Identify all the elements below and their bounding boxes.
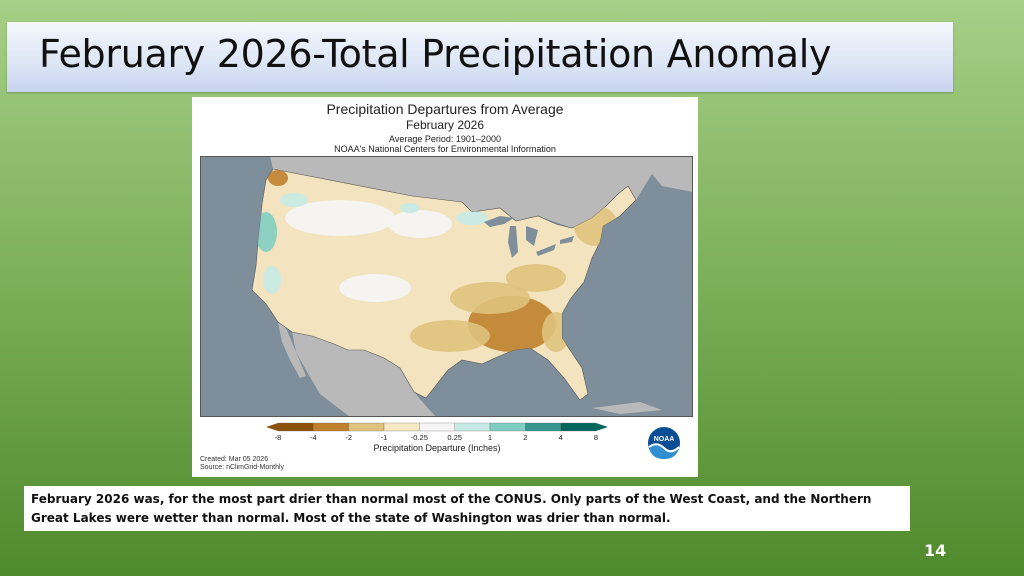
lake-huron [526,226,538,246]
slide-caption: February 2026 was, for the most part dri… [24,486,910,531]
legend-title: Precipitation Departure (Inches) [373,443,500,453]
legend-tick-label: 1 [488,433,492,442]
baja-peninsula [278,322,306,378]
precipitation-legend: -8 -4 -2 -1 -0.25 0.25 1 2 4 8 Precipitation Depa… [266,422,608,453]
legend-tick-label: 4 [559,433,563,442]
legend-tick-label: -0.25 [411,433,428,442]
noaa-logo: NOAA [648,427,680,459]
map-agency: NOAA's National Centers for Environmenta… [334,144,556,154]
slide-title: February 2026-Total Precipitation Anomal… [39,32,832,76]
noaa-logo-text: NOAA [654,436,675,443]
legend-color-cell [419,422,455,432]
cuba-island [592,402,662,414]
legend-tick-label: -8 [275,433,282,442]
lake-michigan [508,226,518,258]
legend-tick-label: 0.25 [447,433,462,442]
legend-tick-label: -1 [381,433,388,442]
legend-color-cell [454,422,491,432]
legend-tick-label: 2 [523,433,527,442]
map-created-date: Created: Mar 05 2026 [200,456,269,463]
lake-erie [536,244,556,256]
conus-anomaly-map [200,156,693,417]
legend-tick-label: -2 [345,433,352,442]
legend-tick-label: 8 [594,433,598,442]
map-source: Source: nClimGrid-Monthly [200,464,285,471]
legend-color-cell [313,422,349,432]
legend-color-cell [348,422,385,432]
slide-page-number: 14 [924,541,947,560]
legend-color-cell [560,422,597,432]
mexico-land [292,332,436,417]
legend-color-bar [266,422,608,432]
lake-ontario [560,236,574,244]
legend-color-cell [489,422,526,432]
lake-superior [484,216,514,227]
legend-color-cell [277,422,314,432]
map-border [200,156,693,417]
canada-land [200,156,693,228]
slide-title-bar: February 2026-Total Precipitation Anomal… [7,22,953,92]
legend-arrow-left [266,423,278,431]
map-subtitle: February 2026 [405,118,485,132]
legend-arrow-right [596,423,608,431]
precipitation-map-figure: Precipitation Departures from Average Fe… [192,97,698,477]
legend-tick-labels: -8 -4 -2 -1 -0.25 0.25 1 2 4 8 [275,433,598,442]
map-average-period: Average Period: 1901–2000 [389,134,501,144]
legend-color-cell [383,422,420,432]
legend-tick-label: -4 [310,433,317,442]
map-title: Precipitation Departures from Average [326,101,564,117]
legend-color-cell [525,422,561,432]
